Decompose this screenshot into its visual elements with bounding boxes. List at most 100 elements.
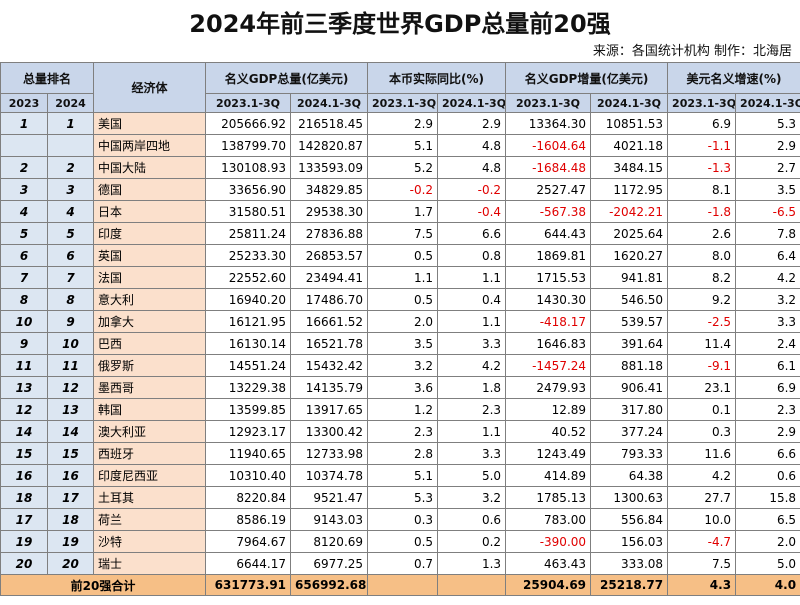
table-cell: 3.3 bbox=[735, 310, 800, 333]
table-cell: 414.89 bbox=[505, 464, 592, 487]
table-cell: 29538.30 bbox=[290, 200, 369, 223]
table-cell: 783.00 bbox=[505, 508, 592, 531]
table-cell: 556.84 bbox=[590, 508, 669, 531]
table-cell: 1620.27 bbox=[590, 244, 669, 267]
header-cell: 2024.1-3Q bbox=[290, 93, 369, 113]
table-cell: 1 bbox=[46, 112, 95, 135]
table-cell: 1172.95 bbox=[590, 178, 669, 201]
table-cell: 130108.93 bbox=[205, 156, 292, 179]
table-cell: 16 bbox=[0, 464, 48, 487]
table-cell: 3.3 bbox=[437, 442, 507, 465]
table-cell: 40.52 bbox=[505, 420, 592, 443]
table-cell: 16130.14 bbox=[205, 332, 292, 355]
table-cell: 8 bbox=[46, 288, 95, 311]
table-cell: 6.6 bbox=[735, 442, 800, 465]
table-cell: 2.6 bbox=[667, 222, 737, 245]
table-cell: 881.18 bbox=[590, 354, 669, 377]
table-cell: 14 bbox=[46, 420, 95, 443]
table-cell: 韩国 bbox=[93, 398, 207, 421]
header-cell: 经济体 bbox=[93, 62, 207, 113]
table-cell: -0.4 bbox=[437, 200, 507, 223]
table-cell: 3 bbox=[0, 178, 48, 201]
table-cell: 539.57 bbox=[590, 310, 669, 333]
table-cell: 12733.98 bbox=[290, 442, 369, 465]
table-row: 8 8 意大利 16940.20 17486.70 0.5 0.4 1430.30 546.50… bbox=[0, 288, 800, 311]
table-cell: 美国 bbox=[93, 112, 207, 135]
table-cell: 1785.13 bbox=[505, 486, 592, 509]
table-row: 13 12 墨西哥 13229.38 14135.79 3.6 1.8 2479.93 906.… bbox=[0, 376, 800, 399]
table-cell: 16940.20 bbox=[205, 288, 292, 311]
table-cell: 27836.88 bbox=[290, 222, 369, 245]
table-cell: 12 bbox=[0, 398, 48, 421]
table-cell: 133593.09 bbox=[290, 156, 369, 179]
table-cell: 11.4 bbox=[667, 332, 737, 355]
table-row: 16 16 印度尼西亚 10310.40 10374.78 5.1 5.0 414.89 64.… bbox=[0, 464, 800, 487]
table-row: 5 5 印度 25811.24 27836.88 7.5 6.6 644.43 2025.64 2… bbox=[0, 222, 800, 245]
table-cell: 3.2 bbox=[367, 354, 439, 377]
table-cell: 23494.41 bbox=[290, 266, 369, 289]
table-cell: 18 bbox=[46, 508, 95, 531]
table-cell: 0.5 bbox=[367, 530, 439, 553]
table-cell: -1604.64 bbox=[505, 134, 592, 157]
table-cell: 142820.87 bbox=[290, 134, 369, 157]
table-cell: 14551.24 bbox=[205, 354, 292, 377]
table-cell: 333.08 bbox=[590, 552, 669, 575]
table-cell: 3484.15 bbox=[590, 156, 669, 179]
table-cell: 6977.25 bbox=[290, 552, 369, 575]
table-cell: 2 bbox=[46, 156, 95, 179]
table-cell: -1.1 bbox=[667, 134, 737, 157]
table-cell: 2.3 bbox=[735, 398, 800, 421]
table-cell: 8.2 bbox=[667, 266, 737, 289]
table-cell: 10.0 bbox=[667, 508, 737, 531]
table-cell: 17486.70 bbox=[290, 288, 369, 311]
table-cell: 16661.52 bbox=[290, 310, 369, 333]
table-row: 4 4 日本 31580.51 29538.30 1.7 -0.4 -567.38 -2042.… bbox=[0, 200, 800, 223]
table-cell: 5.1 bbox=[367, 464, 439, 487]
table-cell: 3.2 bbox=[735, 288, 800, 311]
table-cell: 6 bbox=[46, 244, 95, 267]
table-cell: 英国 bbox=[93, 244, 207, 267]
table-cell: 25233.30 bbox=[205, 244, 292, 267]
table-cell: 25904.69 bbox=[505, 574, 592, 596]
table-cell: 6.9 bbox=[735, 376, 800, 399]
table-cell: 20 bbox=[46, 552, 95, 575]
table-cell: 9 bbox=[0, 332, 48, 355]
header-cell: 2024.1-3Q bbox=[735, 93, 800, 113]
table-row: 6 6 英国 25233.30 26853.57 0.5 0.8 1869.81 1620.27… bbox=[0, 244, 800, 267]
table-cell: 7 bbox=[0, 266, 48, 289]
table-cell: 3.6 bbox=[367, 376, 439, 399]
header-cell: 2024.1-3Q bbox=[437, 93, 507, 113]
table-cell: 2.9 bbox=[437, 112, 507, 135]
table-cell: 2.9 bbox=[735, 420, 800, 443]
table-cell: 631773.91 bbox=[205, 574, 292, 596]
table-cell: 12923.17 bbox=[205, 420, 292, 443]
table-cell: 0.7 bbox=[367, 552, 439, 575]
table-cell: 10 bbox=[46, 332, 95, 355]
table-cell: 5.2 bbox=[367, 156, 439, 179]
table-cell: 3.5 bbox=[735, 178, 800, 201]
table-cell: 0.2 bbox=[437, 530, 507, 553]
table-cell: 7.5 bbox=[667, 552, 737, 575]
table-cell: 5.1 bbox=[367, 134, 439, 157]
table-cell: -9.1 bbox=[667, 354, 737, 377]
table-cell: 9143.03 bbox=[290, 508, 369, 531]
table-cell: 墨西哥 bbox=[93, 376, 207, 399]
table-cell: 8 bbox=[0, 288, 48, 311]
table-cell: 31580.51 bbox=[205, 200, 292, 223]
table-cell: 19 bbox=[46, 530, 95, 553]
table-cell: 644.43 bbox=[505, 222, 592, 245]
table-cell: 64.38 bbox=[590, 464, 669, 487]
table-cell: 16521.78 bbox=[290, 332, 369, 355]
table-cell: 8220.84 bbox=[205, 486, 292, 509]
table-cell: 5.3 bbox=[735, 112, 800, 135]
table-cell: 0.3 bbox=[367, 508, 439, 531]
table-cell: 7.8 bbox=[735, 222, 800, 245]
table-cell: 2 bbox=[0, 156, 48, 179]
table-cell bbox=[0, 134, 48, 157]
table-cell: 0.5 bbox=[367, 244, 439, 267]
table-cell: 138799.70 bbox=[205, 134, 292, 157]
table-cell: 意大利 bbox=[93, 288, 207, 311]
header-cell: 名义GDP总量(亿美元) bbox=[205, 62, 369, 94]
table-cell: 6.6 bbox=[437, 222, 507, 245]
table-cell: 1 bbox=[0, 112, 48, 135]
